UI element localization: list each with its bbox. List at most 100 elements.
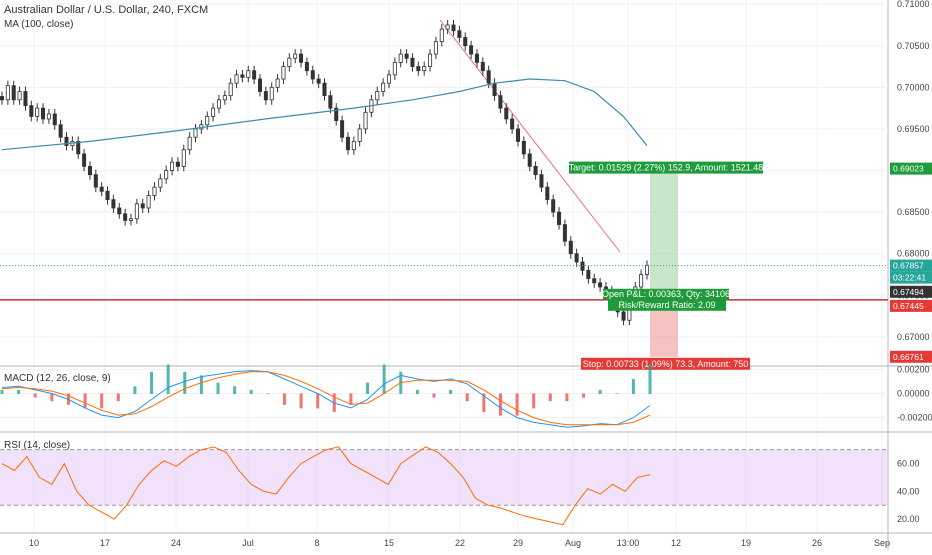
x-tick-label: 22 (455, 538, 465, 548)
candle-body (228, 82, 233, 97)
candle-body (170, 161, 175, 171)
target-zone (650, 168, 678, 296)
candle-body (46, 113, 51, 120)
y-tick-label: 0.69500 (897, 124, 930, 134)
y-tick-label: 0.70000 (897, 82, 930, 92)
x-tick-label: Jul (242, 538, 254, 548)
x-tick-label: 13:00 (617, 538, 640, 548)
candle-body (486, 70, 491, 84)
ma-title: MA (100, close) (4, 19, 74, 30)
candle-body (428, 53, 433, 67)
macd-hist-bar (382, 364, 386, 394)
y-tick-label: 0.68500 (897, 207, 930, 217)
candle-body (357, 128, 362, 142)
candle-body (29, 105, 34, 117)
candle-body (5, 85, 10, 101)
ma-line (1, 78, 648, 151)
candle-body (492, 82, 497, 97)
candle-body (404, 53, 409, 59)
candle-body (111, 199, 116, 209)
price-tag-bg (890, 299, 932, 312)
y-tick-label: 0.68000 (897, 249, 930, 259)
open-pnl-label-bg (603, 288, 729, 300)
candle-body (11, 85, 16, 101)
macd-hist-bar (349, 393, 353, 405)
x-tick-label: 26 (812, 538, 822, 548)
price-tag: 0.67494 (893, 287, 924, 297)
x-tick-label: 8 (314, 538, 319, 548)
candle-body (463, 37, 468, 47)
rsi-y-tick-label: 20.00 (897, 514, 920, 524)
macd-y-tick-label: 0.00000 (897, 388, 930, 398)
macd-hist-bar (299, 393, 303, 409)
macd-hist-bar (366, 382, 370, 394)
price-tag-bg (890, 350, 932, 363)
candle-body (164, 170, 169, 180)
macd-hist-bar (183, 371, 187, 394)
candle-body (586, 269, 591, 280)
x-tick-label: 19 (741, 538, 751, 548)
candle-body (322, 82, 327, 97)
trend-line (439, 19, 621, 253)
macd-hist-bar (0, 389, 4, 394)
candle-body (398, 53, 403, 63)
candle-body (222, 95, 227, 101)
candle-body (539, 174, 544, 188)
candle-body (439, 28, 444, 42)
macd-y-tick-label: -0.00200 (897, 413, 932, 423)
candle-body (568, 240, 573, 255)
macd-hist-bar (582, 393, 586, 398)
candle-body (99, 186, 104, 192)
candle-body (457, 30, 462, 38)
macd-hist-bar (548, 393, 552, 402)
macd-hist-bar (233, 386, 237, 394)
x-tick-label: 12 (671, 538, 681, 548)
candle-body (451, 24, 456, 32)
candle-body (363, 111, 368, 130)
signal-line (1, 371, 651, 426)
candle-body (416, 66, 421, 72)
candle-body (152, 186, 157, 196)
x-tick-label: 15 (384, 538, 394, 548)
candle-body (140, 203, 145, 209)
macd-hist-bar (199, 375, 203, 394)
macd-hist-bar (266, 393, 270, 394)
price-tag-bg (890, 285, 932, 298)
price-tag: 0.67857 (893, 261, 924, 271)
rsi-y-tick-label: 60.00 (897, 459, 920, 469)
macd-hist-bar (116, 393, 120, 402)
macd-hist-bar (515, 393, 519, 416)
candle-body (621, 311, 626, 321)
candle-body (87, 165, 92, 176)
macd-hist-bar (249, 389, 253, 394)
candle-body (433, 41, 438, 55)
candle-body (299, 53, 304, 63)
symbol-title: Australian Dollar / U.S. Dollar, 240, FX… (4, 4, 209, 16)
candle-body (351, 141, 356, 151)
candle-body (193, 128, 198, 138)
candle-body (551, 199, 556, 213)
candle-body (52, 113, 57, 126)
candle-body (521, 141, 526, 155)
macd-hist-bar (415, 389, 419, 394)
candle-body (252, 70, 257, 80)
candle-body (598, 282, 603, 288)
candle-body (105, 190, 110, 201)
candle-body (23, 91, 28, 107)
price-tag-bg (890, 259, 932, 272)
rsi-title: RSI (14, close) (4, 440, 71, 451)
macd-hist-bar (482, 393, 486, 413)
candle-body (17, 91, 22, 101)
candle-body (386, 74, 392, 84)
macd-hist-bar (33, 393, 37, 398)
candle-body (257, 78, 263, 92)
macd-hist-bar (631, 379, 635, 394)
candle-body (527, 153, 532, 167)
candle-body (134, 203, 139, 220)
macd-hist-bar (150, 371, 154, 394)
rr-label: Risk/Reward Ratio: 2.09 (618, 300, 715, 310)
candle-body (410, 57, 415, 67)
candle-body (592, 278, 597, 284)
candle-body (480, 61, 485, 72)
